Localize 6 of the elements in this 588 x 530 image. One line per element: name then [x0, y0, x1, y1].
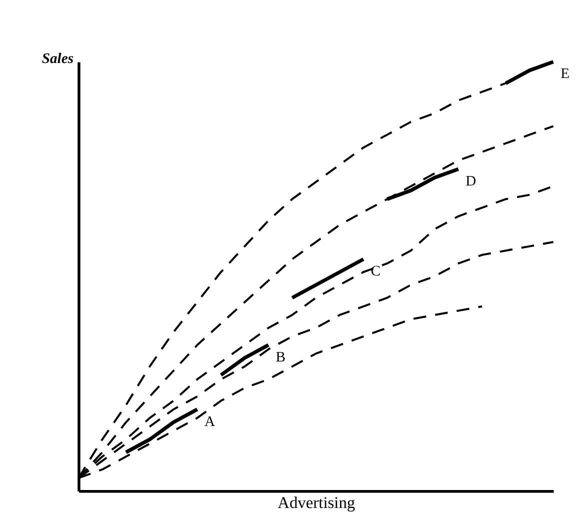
- x-axis-title: Advertising: [278, 492, 356, 512]
- series-label: B: [276, 349, 286, 366]
- series-label: E: [560, 66, 570, 82]
- series-label: A: [204, 414, 216, 430]
- series-label: D: [466, 174, 476, 190]
- y-axis-title: Sales: [42, 51, 74, 68]
